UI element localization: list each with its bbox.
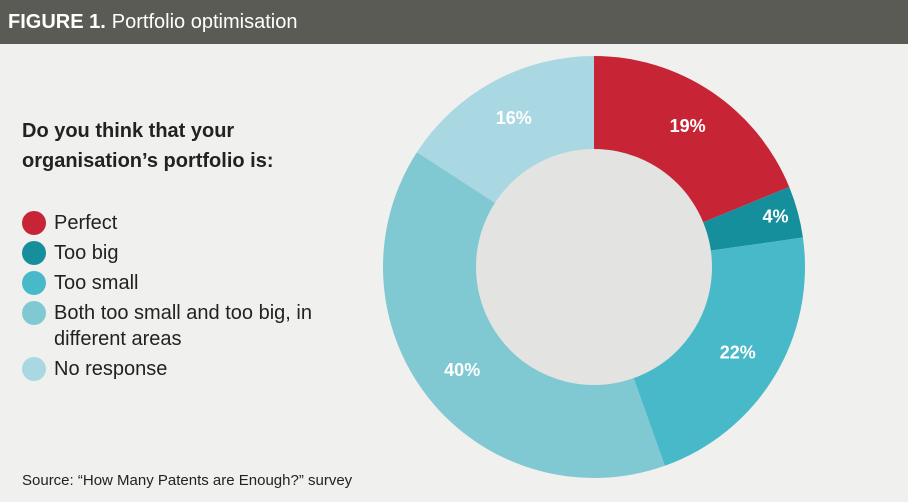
value-label: 16%	[496, 108, 532, 128]
value-label: 19%	[670, 116, 706, 136]
value-label: 22%	[720, 343, 756, 363]
value-label: 40%	[444, 360, 480, 380]
donut-hole	[476, 149, 712, 385]
value-label: 4%	[762, 207, 788, 227]
